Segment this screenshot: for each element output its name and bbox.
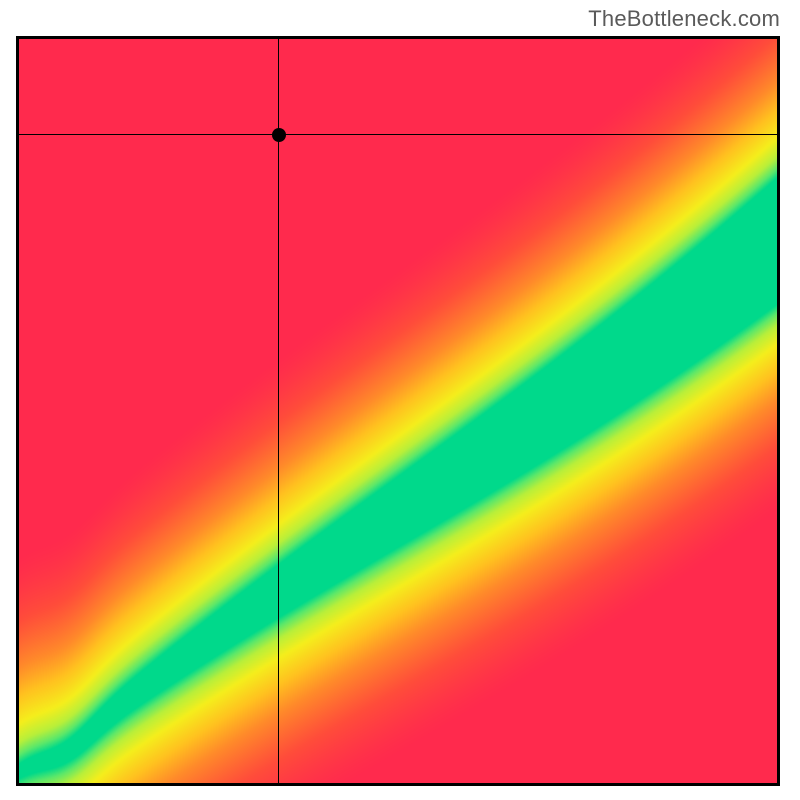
crosshair-horizontal [19,134,777,135]
crosshair-marker [272,128,286,142]
watermark-text: TheBottleneck.com [588,6,780,32]
crosshair-vertical [278,39,279,783]
heatmap-canvas [19,39,777,783]
